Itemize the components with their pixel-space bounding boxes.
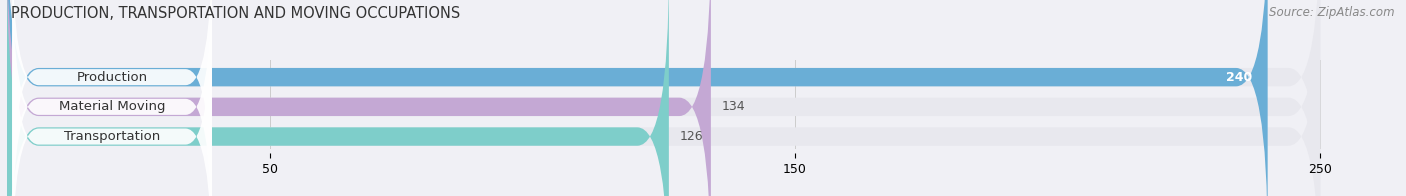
FancyBboxPatch shape	[7, 0, 1320, 196]
Text: 240: 240	[1226, 71, 1251, 84]
Text: Transportation: Transportation	[63, 130, 160, 143]
FancyBboxPatch shape	[7, 0, 1320, 196]
FancyBboxPatch shape	[7, 0, 669, 196]
Text: Material Moving: Material Moving	[59, 100, 166, 113]
FancyBboxPatch shape	[13, 0, 212, 196]
FancyBboxPatch shape	[7, 0, 1320, 196]
Text: 134: 134	[721, 100, 745, 113]
Text: Production: Production	[76, 71, 148, 84]
Text: 126: 126	[679, 130, 703, 143]
FancyBboxPatch shape	[7, 0, 711, 196]
FancyBboxPatch shape	[13, 0, 212, 196]
FancyBboxPatch shape	[13, 0, 212, 196]
Text: PRODUCTION, TRANSPORTATION AND MOVING OCCUPATIONS: PRODUCTION, TRANSPORTATION AND MOVING OC…	[11, 6, 461, 21]
FancyBboxPatch shape	[7, 0, 1268, 196]
Text: Source: ZipAtlas.com: Source: ZipAtlas.com	[1270, 6, 1395, 19]
